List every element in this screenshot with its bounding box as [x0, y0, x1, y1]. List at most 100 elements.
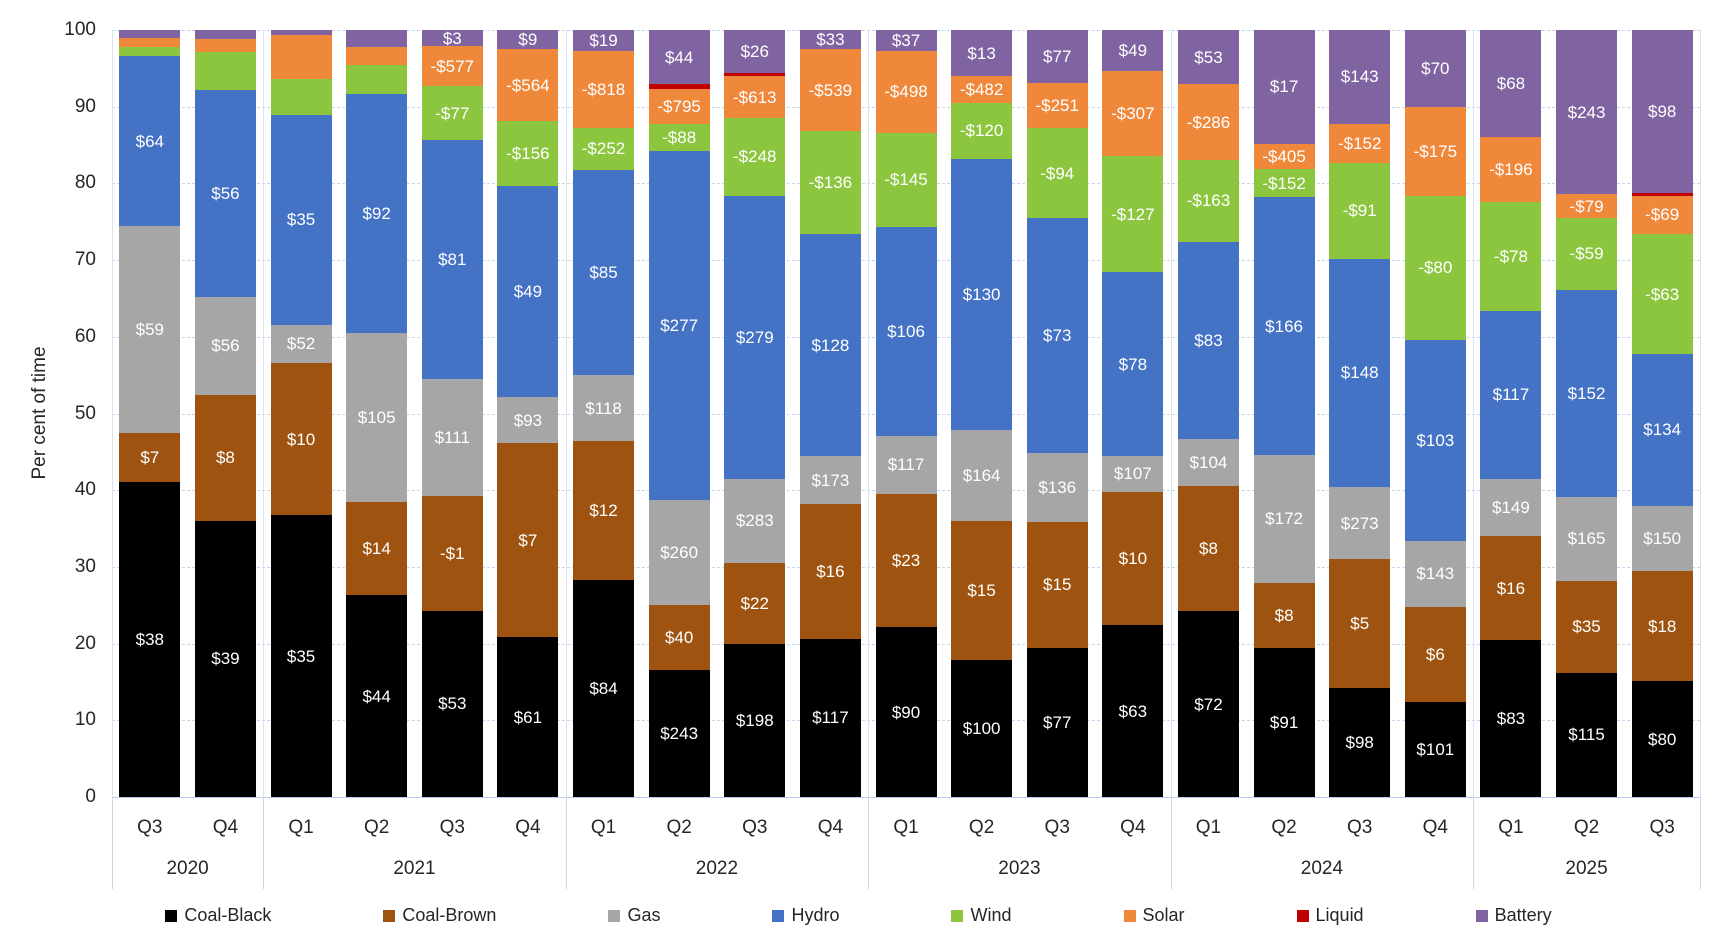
segment-label: $118: [585, 398, 622, 418]
quarter-label: Q4: [1422, 817, 1448, 838]
segment-gas: $165: [1556, 497, 1618, 581]
legend-label: Battery: [1494, 905, 1552, 925]
segment-hydro: $134: [1631, 354, 1693, 506]
segment-label: $128: [811, 335, 850, 355]
group-separator: [263, 30, 265, 797]
segment-wind: -$80: [1404, 195, 1466, 340]
y-tick-label-30: 30: [74, 555, 96, 577]
segment-label: $273: [1340, 513, 1379, 533]
segment-coal-black: $35: [270, 515, 332, 797]
y-tick-label-40: 40: [74, 479, 96, 501]
segment-hydro: $128: [799, 234, 861, 457]
segment-solar: [119, 38, 181, 47]
segment-label: $143: [1340, 67, 1379, 87]
legend-item-hydro: Hydro: [772, 905, 839, 926]
group-separator-axis: [1700, 797, 1701, 889]
segment-wind: [346, 64, 408, 94]
segment-label: $72: [1194, 694, 1223, 714]
bar-q3-2025: $98 -$69 -$63 $134 $150 $18 $80: [1631, 30, 1693, 797]
segment-gas: $150: [1631, 505, 1693, 572]
segment-gas: $111: [421, 378, 483, 496]
quarter-label: Q2: [666, 817, 692, 838]
segment-wind: -$252: [573, 128, 635, 170]
segment-solar: -$152: [1329, 123, 1391, 164]
segment-label: $59: [135, 319, 164, 339]
x-axis-line: [112, 797, 1701, 798]
group-separator: [1700, 30, 1701, 797]
bar-q2-2025: $243 -$79 -$59 $152 $165 $35 $115: [1556, 30, 1618, 797]
segment-solar: [270, 35, 332, 80]
legend-item-liquid: Liquid: [1296, 905, 1364, 926]
segment-battery: $243: [1556, 30, 1618, 195]
segment-gas: $173: [799, 456, 861, 504]
segment-label: -$94: [1040, 163, 1075, 183]
segment-label: -$136: [808, 173, 853, 193]
segment-label: $98: [1345, 732, 1374, 752]
segment-label: $10: [1118, 548, 1148, 568]
segment-solar: [346, 46, 408, 65]
segment-hydro: $83: [1177, 241, 1239, 439]
quarter-label: Q3: [1649, 817, 1675, 838]
segment-battery: $49: [1102, 30, 1164, 71]
legend-item-solar: Solar: [1123, 905, 1185, 926]
segment-label: -$482: [959, 79, 1004, 99]
segment-solar: -$405: [1253, 143, 1315, 169]
quarter-label: Q3: [439, 817, 465, 838]
segment-hydro: $49: [497, 185, 559, 398]
segment-label: -$77: [435, 103, 470, 123]
segment-coal-black: $117: [799, 638, 861, 797]
segment-coal-black: $243: [648, 669, 710, 797]
segment-label: $77: [1043, 46, 1072, 66]
segment-label: -$286: [1186, 112, 1231, 132]
segment-label: -$818: [581, 79, 626, 99]
segment-wind: [270, 79, 332, 116]
segment-coal-black: $198: [724, 644, 786, 797]
segment-label: $15: [967, 580, 996, 600]
legend-swatch-gas: [608, 909, 621, 922]
segment-label: $166: [1265, 316, 1303, 336]
segment-label: $90: [891, 702, 921, 722]
segment-coal-brown: $15: [951, 520, 1013, 660]
segment-battery: [270, 30, 332, 36]
group-separator: [868, 30, 870, 797]
segment-wind: -$136: [799, 131, 861, 234]
segment-label: $53: [1194, 47, 1223, 67]
y-tick-label-50: 50: [74, 402, 96, 424]
segment-label: $80: [1648, 729, 1677, 749]
segment-coal-black: $84: [573, 579, 635, 797]
segment-label: $283: [735, 511, 774, 531]
segment-coal-black: $63: [1102, 625, 1164, 797]
quarter-label: Q1: [1195, 817, 1222, 838]
legend-swatch-coal-black: [165, 909, 178, 922]
segment-label: $13: [967, 43, 996, 63]
segment-label: $17: [1269, 77, 1299, 97]
segment-label: $149: [1492, 497, 1530, 517]
legend-item-gas: Gas: [608, 905, 660, 926]
segment-coal-brown: -$1: [421, 495, 483, 611]
segment-label: $243: [1567, 102, 1606, 122]
segment-battery: [346, 30, 408, 47]
segment-label: $33: [816, 30, 845, 50]
segment-label: $243: [660, 723, 699, 743]
segment-wind: -$152: [1253, 168, 1315, 198]
segment-label: $136: [1038, 477, 1077, 497]
segment-label: $106: [887, 321, 925, 341]
segment-label: -$577: [430, 56, 475, 76]
segment-hydro: $56: [194, 89, 256, 297]
segment-solar: -$613: [724, 76, 786, 119]
segment-label: $52: [286, 334, 316, 354]
segment-label: $5: [1350, 614, 1370, 634]
segment-hydro: $106: [875, 227, 937, 436]
segment-wind: -$163: [1177, 159, 1239, 242]
segment-label: $84: [589, 678, 618, 698]
segment-coal-brown: $14: [346, 501, 408, 596]
segment-coal-brown: $35: [1556, 580, 1618, 673]
segment-label: -$152: [1337, 134, 1382, 153]
legend-label: Solar: [1142, 905, 1185, 925]
group-separator-axis: [868, 797, 870, 889]
segment-label: $104: [1189, 453, 1228, 473]
segment-battery: $77: [1026, 30, 1088, 83]
segment-battery: $143: [1329, 30, 1391, 124]
segment-label: $64: [135, 131, 164, 151]
segment-coal-brown: $40: [648, 605, 710, 670]
